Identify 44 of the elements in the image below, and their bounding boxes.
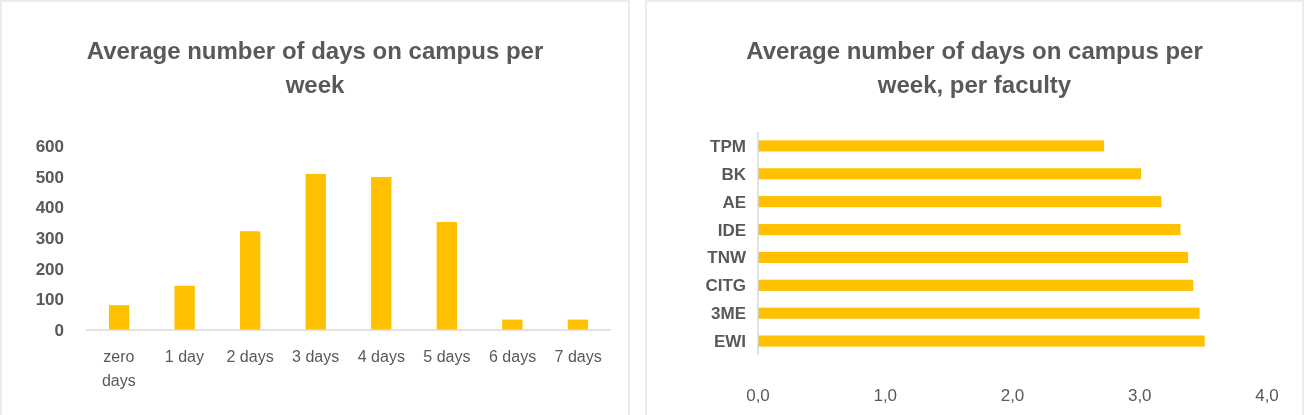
y-tick-label: 3ME (711, 304, 746, 324)
x-tick-label: 3,0 (1127, 386, 1152, 405)
y-tick-label: TNW (707, 248, 747, 268)
y-tick-label: 500 (35, 167, 64, 187)
y-tick-label: 100 (35, 290, 64, 310)
bar (758, 251, 1189, 264)
x-tick-label: 4 days (357, 348, 405, 365)
chart-title: Average number of days on campus per week, per faculty (746, 37, 1203, 98)
x-tick-label: 6 days (488, 348, 537, 365)
y-tick-label: 400 (35, 198, 64, 218)
x-tick-label: 1,0 (873, 386, 898, 405)
x-tick-label: 2 days (226, 348, 274, 365)
x-tick-label: 1 day (164, 348, 205, 365)
y-tick-label: 600 (35, 136, 64, 156)
bar (174, 285, 195, 330)
bar (758, 279, 1194, 291)
x-tick-label: 3 days (292, 348, 340, 365)
bar (758, 307, 1200, 319)
x-tick-label: 0,0 (746, 386, 770, 405)
x-tick-label: 4,0 (1255, 386, 1279, 405)
y-tick-label: TPM (710, 136, 746, 156)
bar (758, 140, 1105, 152)
bar (758, 196, 1162, 208)
x-tick-label: 2,0 (1000, 386, 1025, 405)
bar (108, 305, 130, 330)
y-tick-label: 200 (35, 259, 64, 279)
bar (758, 168, 1142, 180)
bar (758, 223, 1181, 236)
x-tick-label: zero days (101, 348, 136, 389)
y-tick-label: BK (721, 164, 747, 184)
y-tick-label: 0 (54, 320, 64, 340)
y-tick-label: IDE (717, 220, 746, 240)
bar (305, 173, 326, 330)
y-tick-label: EWI (713, 332, 746, 352)
bar (436, 222, 457, 330)
chart-title: Average number of days on campus per week (86, 37, 544, 98)
x-tick-label: 5 days (423, 348, 471, 365)
y-tick-label: 300 (35, 228, 64, 248)
bar (371, 176, 392, 330)
y-tick-label: AE (722, 192, 746, 212)
x-tick-label: 7 days (554, 348, 602, 365)
bar (240, 231, 261, 330)
y-tick-label: CITG (705, 276, 746, 296)
bar (758, 335, 1205, 347)
